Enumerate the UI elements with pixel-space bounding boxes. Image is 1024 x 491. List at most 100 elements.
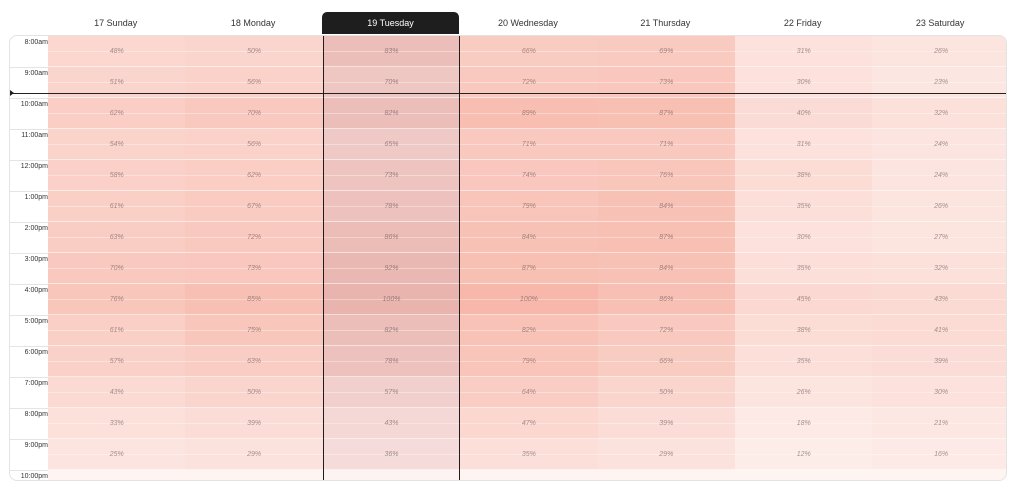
- heatmap-cell[interactable]: 62%: [48, 98, 186, 129]
- heatmap-cell[interactable]: 29%: [185, 439, 323, 470]
- heatmap-cell[interactable]: 56%: [185, 129, 323, 160]
- heatmap-cell[interactable]: 100%: [460, 284, 598, 315]
- heatmap-cell[interactable]: 84%: [460, 222, 598, 253]
- heatmap-cell[interactable]: 78%: [322, 191, 461, 222]
- heatmap-cell[interactable]: 39%: [597, 408, 735, 439]
- heatmap-cell[interactable]: 30%: [872, 377, 1006, 408]
- heatmap-cell[interactable]: 31%: [735, 129, 873, 160]
- heatmap-cell[interactable]: 39%: [872, 346, 1006, 377]
- heatmap-cell[interactable]: 33%: [48, 408, 186, 439]
- day-header-tuesday[interactable]: 19 Tuesday: [321, 12, 460, 34]
- heatmap-cell[interactable]: [185, 470, 323, 480]
- heatmap-cell[interactable]: 61%: [48, 191, 186, 222]
- heatmap-cell[interactable]: 40%: [735, 98, 873, 129]
- heatmap-cell[interactable]: 21%: [872, 408, 1006, 439]
- heatmap-cell[interactable]: 85%: [185, 284, 323, 315]
- heatmap-cell[interactable]: 84%: [597, 253, 735, 284]
- heatmap-cell[interactable]: 57%: [322, 377, 461, 408]
- heatmap-cell[interactable]: 84%: [597, 191, 735, 222]
- heatmap-cell[interactable]: 78%: [322, 346, 461, 377]
- heatmap-cell[interactable]: 87%: [460, 253, 598, 284]
- heatmap-cell[interactable]: 89%: [460, 98, 598, 129]
- heatmap-cell[interactable]: 71%: [460, 129, 598, 160]
- heatmap-cell[interactable]: 86%: [322, 222, 461, 253]
- heatmap-cell[interactable]: 32%: [872, 98, 1006, 129]
- heatmap-cell[interactable]: 27%: [872, 222, 1006, 253]
- heatmap-cell[interactable]: 82%: [460, 315, 598, 346]
- heatmap-cell[interactable]: 87%: [597, 98, 735, 129]
- heatmap-cell[interactable]: [460, 470, 598, 480]
- heatmap-cell[interactable]: 47%: [460, 408, 598, 439]
- heatmap-cell[interactable]: 45%: [735, 284, 873, 315]
- heatmap-cell[interactable]: 72%: [185, 222, 323, 253]
- heatmap-cell[interactable]: 71%: [597, 129, 735, 160]
- heatmap-cell[interactable]: 26%: [735, 377, 873, 408]
- heatmap-cell[interactable]: 73%: [322, 160, 461, 191]
- heatmap-cell[interactable]: 63%: [48, 222, 186, 253]
- heatmap-cell[interactable]: 76%: [597, 160, 735, 191]
- heatmap-cell[interactable]: [735, 470, 873, 480]
- heatmap-cell[interactable]: 61%: [48, 315, 186, 346]
- heatmap-cell[interactable]: 41%: [872, 315, 1006, 346]
- heatmap-cell[interactable]: 86%: [597, 284, 735, 315]
- heatmap-cell[interactable]: 16%: [872, 439, 1006, 470]
- day-header-sunday[interactable]: 17 Sunday: [94, 18, 138, 28]
- heatmap-cell[interactable]: 63%: [185, 346, 323, 377]
- heatmap-cell[interactable]: [597, 470, 735, 480]
- heatmap-cell[interactable]: 38%: [735, 160, 873, 191]
- day-header-friday[interactable]: 22 Friday: [783, 18, 822, 28]
- heatmap-cell[interactable]: 74%: [460, 160, 598, 191]
- heatmap-cell[interactable]: 50%: [185, 377, 323, 408]
- heatmap-cell[interactable]: 24%: [872, 160, 1006, 191]
- heatmap-cell[interactable]: 35%: [460, 439, 598, 470]
- heatmap-cell[interactable]: 24%: [872, 129, 1006, 160]
- heatmap-cell[interactable]: 39%: [185, 408, 323, 439]
- heatmap-cell[interactable]: 48%: [48, 36, 186, 67]
- heatmap-cell[interactable]: 35%: [735, 253, 873, 284]
- heatmap-cell[interactable]: 50%: [185, 36, 323, 67]
- day-header-wednesday[interactable]: 20 Wednesday: [497, 18, 558, 28]
- heatmap-cell[interactable]: 67%: [185, 191, 323, 222]
- heatmap-cell[interactable]: 43%: [48, 377, 186, 408]
- heatmap-cell[interactable]: 26%: [872, 36, 1006, 67]
- day-header-thursday[interactable]: 21 Thursday: [640, 18, 691, 28]
- heatmap-cell[interactable]: 75%: [185, 315, 323, 346]
- heatmap-cell[interactable]: 57%: [48, 346, 186, 377]
- heatmap-cell[interactable]: [48, 470, 186, 480]
- heatmap-cell[interactable]: 54%: [48, 129, 186, 160]
- heatmap-cell[interactable]: 50%: [597, 377, 735, 408]
- heatmap-cell[interactable]: 70%: [48, 253, 186, 284]
- heatmap-cell[interactable]: [322, 470, 461, 480]
- heatmap-cell[interactable]: 32%: [872, 253, 1006, 284]
- heatmap-cell[interactable]: 12%: [735, 439, 873, 470]
- heatmap-cell[interactable]: 38%: [735, 315, 873, 346]
- heatmap-cell[interactable]: 62%: [185, 160, 323, 191]
- heatmap-cell[interactable]: [872, 470, 1006, 480]
- heatmap-cell[interactable]: 70%: [185, 98, 323, 129]
- heatmap-cell[interactable]: 18%: [735, 408, 873, 439]
- heatmap-cell[interactable]: 66%: [460, 36, 598, 67]
- heatmap-cell[interactable]: 65%: [322, 129, 461, 160]
- heatmap-cell[interactable]: 31%: [735, 36, 873, 67]
- heatmap-cell[interactable]: 79%: [460, 346, 598, 377]
- heatmap-cell[interactable]: 79%: [460, 191, 598, 222]
- day-header-monday[interactable]: 18 Monday: [230, 18, 276, 28]
- heatmap-cell[interactable]: 29%: [597, 439, 735, 470]
- heatmap-cell[interactable]: 43%: [872, 284, 1006, 315]
- heatmap-cell[interactable]: 25%: [48, 439, 186, 470]
- heatmap-cell[interactable]: 36%: [322, 439, 461, 470]
- heatmap-cell[interactable]: 82%: [322, 98, 461, 129]
- heatmap-cell[interactable]: 72%: [597, 315, 735, 346]
- heatmap-cell[interactable]: 69%: [597, 36, 735, 67]
- heatmap-cell[interactable]: 66%: [597, 346, 735, 377]
- heatmap-cell[interactable]: 76%: [48, 284, 186, 315]
- heatmap-cell[interactable]: 35%: [735, 346, 873, 377]
- heatmap-cell[interactable]: 43%: [322, 408, 461, 439]
- heatmap-cell[interactable]: 26%: [872, 191, 1006, 222]
- heatmap-cell[interactable]: 58%: [48, 160, 186, 191]
- day-header-saturday[interactable]: 23 Saturday: [915, 18, 965, 28]
- heatmap-cell[interactable]: 87%: [597, 222, 735, 253]
- heatmap-cell[interactable]: 35%: [735, 191, 873, 222]
- heatmap-cell[interactable]: 100%: [322, 284, 461, 315]
- heatmap-cell[interactable]: 82%: [322, 315, 461, 346]
